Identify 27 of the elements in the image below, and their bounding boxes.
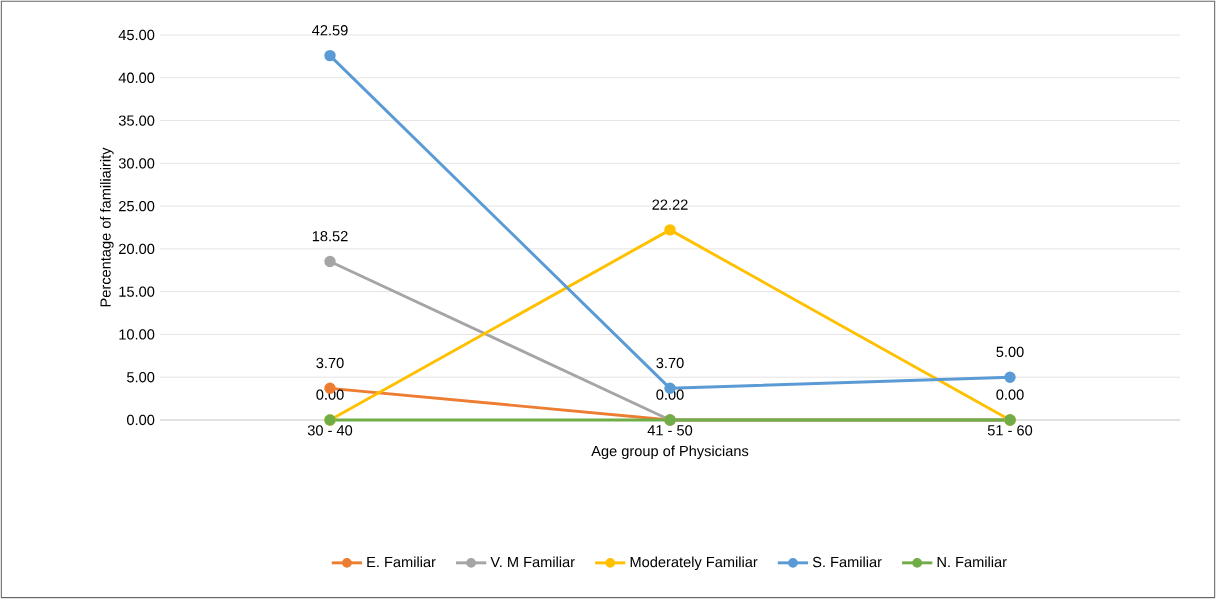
x-axis-title: Age group of Physicians	[591, 445, 749, 460]
data-label: 0.00	[996, 389, 1024, 400]
legend-label: N. Familiar	[937, 556, 1007, 568]
y-tick-label: 45.00	[118, 29, 155, 41]
x-tick-label: 30 - 40	[307, 425, 353, 436]
y-tick-label: 10.00	[119, 329, 155, 340]
y-tick-label: 35.00	[118, 115, 155, 126]
data-label: 3.70	[656, 357, 684, 369]
legend-label: E. Familiar	[367, 556, 436, 568]
x-tick-label: 51 - 60	[987, 425, 1033, 436]
y-tick-label: 20.00	[119, 243, 155, 255]
y-tick-label: 40.00	[118, 72, 155, 83]
y-tick-label: 0.00	[127, 414, 155, 426]
y-tick-label: 5.00	[127, 372, 155, 383]
x-tick-label: 41 - 50	[647, 425, 693, 436]
data-label: 22.22	[652, 199, 688, 210]
data-label: 42.59	[312, 25, 348, 36]
data-label: 3.70	[316, 357, 344, 369]
data-label: 18.52	[312, 231, 348, 242]
data-label: 5.00	[996, 346, 1024, 358]
y-axis-title: Percentage of familiairity	[100, 147, 114, 307]
legend-label: Moderately Familiar	[630, 556, 758, 571]
legend-label: V. M Familiar	[490, 556, 575, 568]
legend-label: S. Familiar	[812, 556, 882, 568]
y-tick-label: 25.00	[119, 200, 155, 212]
y-tick-label: 30.00	[118, 158, 155, 169]
y-tick-label: 15.00	[119, 286, 155, 297]
